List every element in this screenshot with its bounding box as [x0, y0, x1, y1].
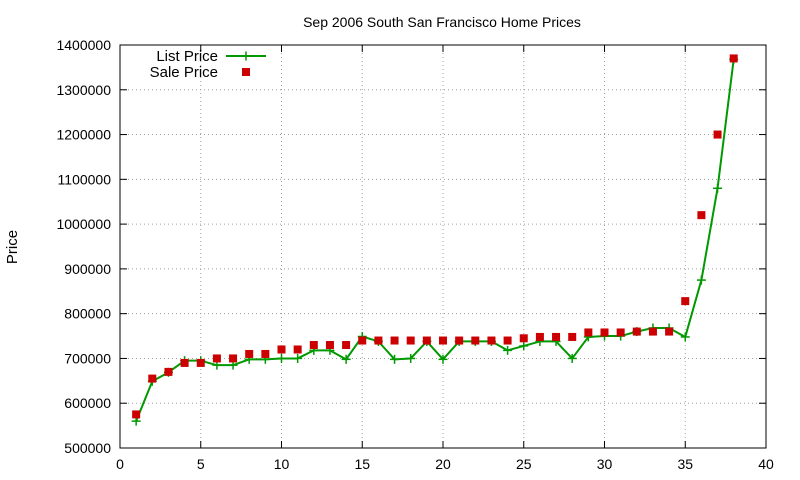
data-point	[697, 211, 706, 220]
data-point	[358, 336, 367, 345]
legend-label-list-price: List Price	[156, 48, 218, 65]
data-point	[325, 341, 334, 350]
data-point	[293, 353, 303, 363]
data-point	[422, 336, 431, 345]
data-point	[471, 336, 480, 345]
legend-marker	[242, 68, 250, 76]
x-tick-label: 20	[435, 456, 451, 472]
data-point	[680, 332, 690, 342]
data-point	[261, 349, 270, 358]
data-point	[132, 410, 141, 419]
x-tick-label: 5	[197, 456, 205, 472]
y-tick-label: 1100000	[58, 171, 112, 187]
x-tick-labels: 0 5 10 15 20 25 30 35 40	[116, 456, 774, 472]
data-point	[438, 354, 448, 364]
y-tick-label: 1400000	[56, 37, 111, 53]
y-tick-label: 800000	[64, 306, 111, 322]
legend-sample-sale-price	[242, 68, 250, 76]
legend: List Price Sale Price	[150, 48, 266, 81]
data-point	[148, 374, 157, 383]
data-point	[180, 358, 189, 367]
x-tick-label: 25	[516, 456, 532, 472]
data-point	[567, 353, 577, 363]
data-point	[600, 328, 609, 337]
x-tick-label: 0	[116, 456, 124, 472]
data-point	[681, 297, 690, 306]
data-point	[390, 354, 400, 364]
x-tick-label: 15	[354, 456, 370, 472]
series-layer	[131, 54, 739, 426]
axis-ticks	[119, 44, 767, 449]
y-tick-label: 1200000	[56, 127, 111, 143]
data-point	[455, 336, 464, 345]
legend-sample-list-price	[226, 51, 266, 61]
y-tick-labels: 500000 600000 700000 800000 900000 1000000 110…	[56, 37, 111, 456]
data-point	[196, 358, 205, 367]
series-line	[135, 59, 735, 422]
data-point	[277, 345, 286, 354]
data-point	[229, 354, 238, 363]
data-point	[277, 353, 286, 363]
data-point	[519, 341, 529, 351]
y-axis-label: Price	[4, 230, 21, 264]
data-point	[729, 54, 738, 63]
y-tick-label: 1000000	[56, 216, 111, 232]
y-tick-label: 500000	[64, 440, 111, 456]
y-tick-label: 700000	[64, 350, 111, 366]
x-tick-label: 30	[597, 456, 613, 472]
legend-marker	[241, 51, 251, 61]
data-point	[535, 332, 544, 341]
data-point	[713, 130, 722, 139]
data-point	[713, 183, 723, 193]
series-sale-price	[132, 54, 738, 419]
chart-title: Sep 2006 South San Francisco Home Prices	[303, 14, 581, 30]
y-tick-label: 1300000	[56, 82, 111, 98]
x-tick-label: 10	[274, 456, 290, 472]
x-tick-label: 40	[758, 456, 774, 472]
data-point	[503, 336, 512, 345]
data-point	[293, 345, 302, 354]
y-tick-label: 900000	[64, 261, 111, 277]
data-point	[439, 336, 447, 345]
data-point	[164, 367, 173, 376]
x-tick-label: 35	[677, 456, 693, 472]
data-point	[696, 275, 706, 285]
data-point	[390, 336, 399, 345]
data-point	[309, 341, 318, 350]
data-point	[342, 341, 351, 350]
data-point	[632, 327, 641, 336]
data-point	[374, 336, 383, 345]
data-point	[519, 334, 528, 343]
data-point	[212, 354, 221, 363]
data-point	[406, 336, 415, 345]
data-point	[406, 353, 416, 363]
grid-lines	[120, 45, 766, 448]
y-tick-label: 600000	[64, 395, 111, 411]
data-point	[503, 345, 513, 355]
data-point	[665, 327, 674, 336]
data-point	[584, 328, 593, 337]
data-point	[552, 332, 561, 341]
data-point	[245, 349, 254, 358]
data-point	[648, 327, 657, 336]
series-list-price	[131, 54, 739, 426]
data-point	[568, 332, 577, 341]
legend-label-sale-price: Sale Price	[150, 64, 218, 81]
data-point	[341, 354, 351, 364]
data-point	[616, 328, 625, 337]
data-point	[487, 336, 496, 345]
